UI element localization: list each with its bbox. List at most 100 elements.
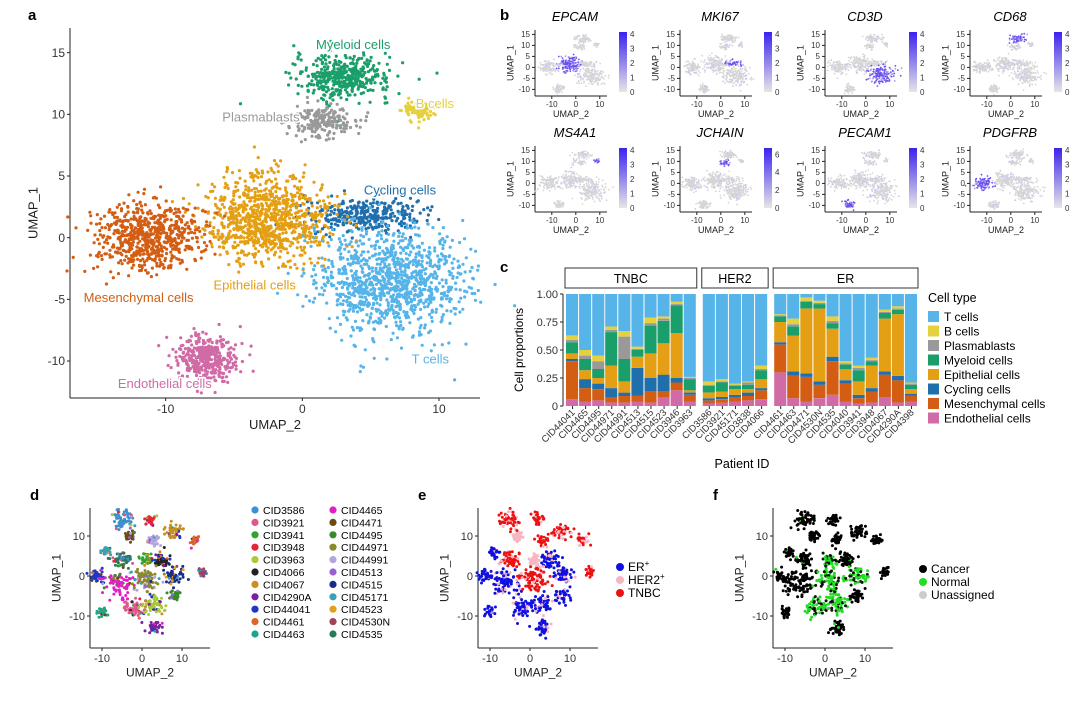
cell-point xyxy=(426,222,430,226)
cell-point xyxy=(399,320,403,324)
cell-point xyxy=(260,223,264,227)
cell-point xyxy=(731,44,734,47)
cell-point xyxy=(326,133,330,137)
cell-point xyxy=(408,212,412,216)
cell-point xyxy=(399,221,403,225)
cell-point xyxy=(400,293,404,297)
cell-point xyxy=(365,286,369,290)
feature-y-tick-label: 10 xyxy=(666,41,675,50)
cell-point xyxy=(364,232,368,236)
cell-point xyxy=(389,215,393,219)
cell-point xyxy=(389,208,393,212)
cell-point xyxy=(561,91,564,94)
cell-point xyxy=(439,238,443,242)
cell-point xyxy=(284,223,288,227)
cell-point xyxy=(380,224,384,228)
cell-point xyxy=(266,233,270,238)
cell-point xyxy=(386,224,390,228)
cell-point xyxy=(146,220,150,224)
cell-point xyxy=(129,217,133,221)
cell-point xyxy=(412,275,416,279)
cell-point xyxy=(316,112,320,116)
cell-point xyxy=(338,281,342,285)
cell-point xyxy=(315,193,319,197)
cell-point xyxy=(188,367,192,371)
cell-point xyxy=(274,219,278,223)
cell-point xyxy=(314,286,318,290)
cell-point xyxy=(547,64,549,67)
cell-point xyxy=(220,232,224,236)
cell-point xyxy=(104,282,109,286)
cell-point xyxy=(108,255,112,259)
cell-point xyxy=(365,79,369,83)
cell-point xyxy=(443,239,447,243)
cell-point xyxy=(234,233,238,237)
cell-point xyxy=(381,87,385,91)
cell-point xyxy=(413,288,417,293)
cell-point xyxy=(341,292,345,296)
cell-point xyxy=(425,218,429,223)
cell-point xyxy=(457,300,461,304)
feature-y-tick-label: 0 xyxy=(671,63,676,72)
cell-point xyxy=(738,44,741,47)
cell-point xyxy=(345,64,349,68)
cell-point xyxy=(302,245,307,249)
cell-point xyxy=(573,65,576,68)
cell-point xyxy=(587,67,590,70)
cell-point xyxy=(580,77,582,79)
cell-point xyxy=(153,257,157,261)
cell-point xyxy=(116,272,121,276)
cell-point xyxy=(574,64,577,67)
cell-point xyxy=(138,253,142,257)
cell-point xyxy=(103,226,107,230)
cell-point xyxy=(416,302,420,306)
cell-point xyxy=(556,83,559,86)
cell-point xyxy=(251,240,255,244)
cell-point xyxy=(351,309,356,313)
cell-point xyxy=(493,282,497,287)
cell-point xyxy=(557,70,560,73)
cell-point xyxy=(186,208,190,212)
cell-point xyxy=(354,240,358,244)
cell-point xyxy=(256,189,260,193)
cell-point xyxy=(437,281,441,285)
cell-point xyxy=(347,74,351,78)
cell-point xyxy=(362,242,366,246)
cell-point xyxy=(380,286,384,290)
cell-point xyxy=(130,233,134,237)
cell-point xyxy=(557,64,560,67)
cell-point xyxy=(594,44,596,47)
cell-point xyxy=(295,218,299,222)
cell-point xyxy=(440,278,444,282)
cell-point xyxy=(205,358,209,362)
cell-point xyxy=(438,232,442,236)
cell-point xyxy=(447,269,451,273)
cell-point xyxy=(195,348,199,352)
cell-point xyxy=(340,285,344,290)
cell-point xyxy=(415,264,419,268)
cell-point xyxy=(407,261,411,265)
cell-point xyxy=(474,249,478,253)
cell-point xyxy=(224,341,229,345)
cell-point xyxy=(454,281,458,285)
cell-point xyxy=(591,74,593,77)
cell-point xyxy=(574,74,577,77)
cell-point xyxy=(732,62,734,64)
cell-point xyxy=(298,221,302,225)
cell-point xyxy=(272,211,276,215)
cell-point xyxy=(233,355,237,359)
cell-point xyxy=(314,216,318,220)
cell-point xyxy=(175,219,179,224)
cell-point xyxy=(180,357,184,361)
cell-point xyxy=(383,95,387,99)
cell-point xyxy=(451,276,455,280)
cell-point xyxy=(345,97,349,102)
cell-point xyxy=(362,53,366,57)
cell-point xyxy=(265,225,269,229)
cell-point xyxy=(202,241,207,245)
cell-point xyxy=(439,297,444,301)
cell-point xyxy=(338,322,343,326)
cell-point xyxy=(311,62,316,67)
cell-point xyxy=(740,41,743,43)
